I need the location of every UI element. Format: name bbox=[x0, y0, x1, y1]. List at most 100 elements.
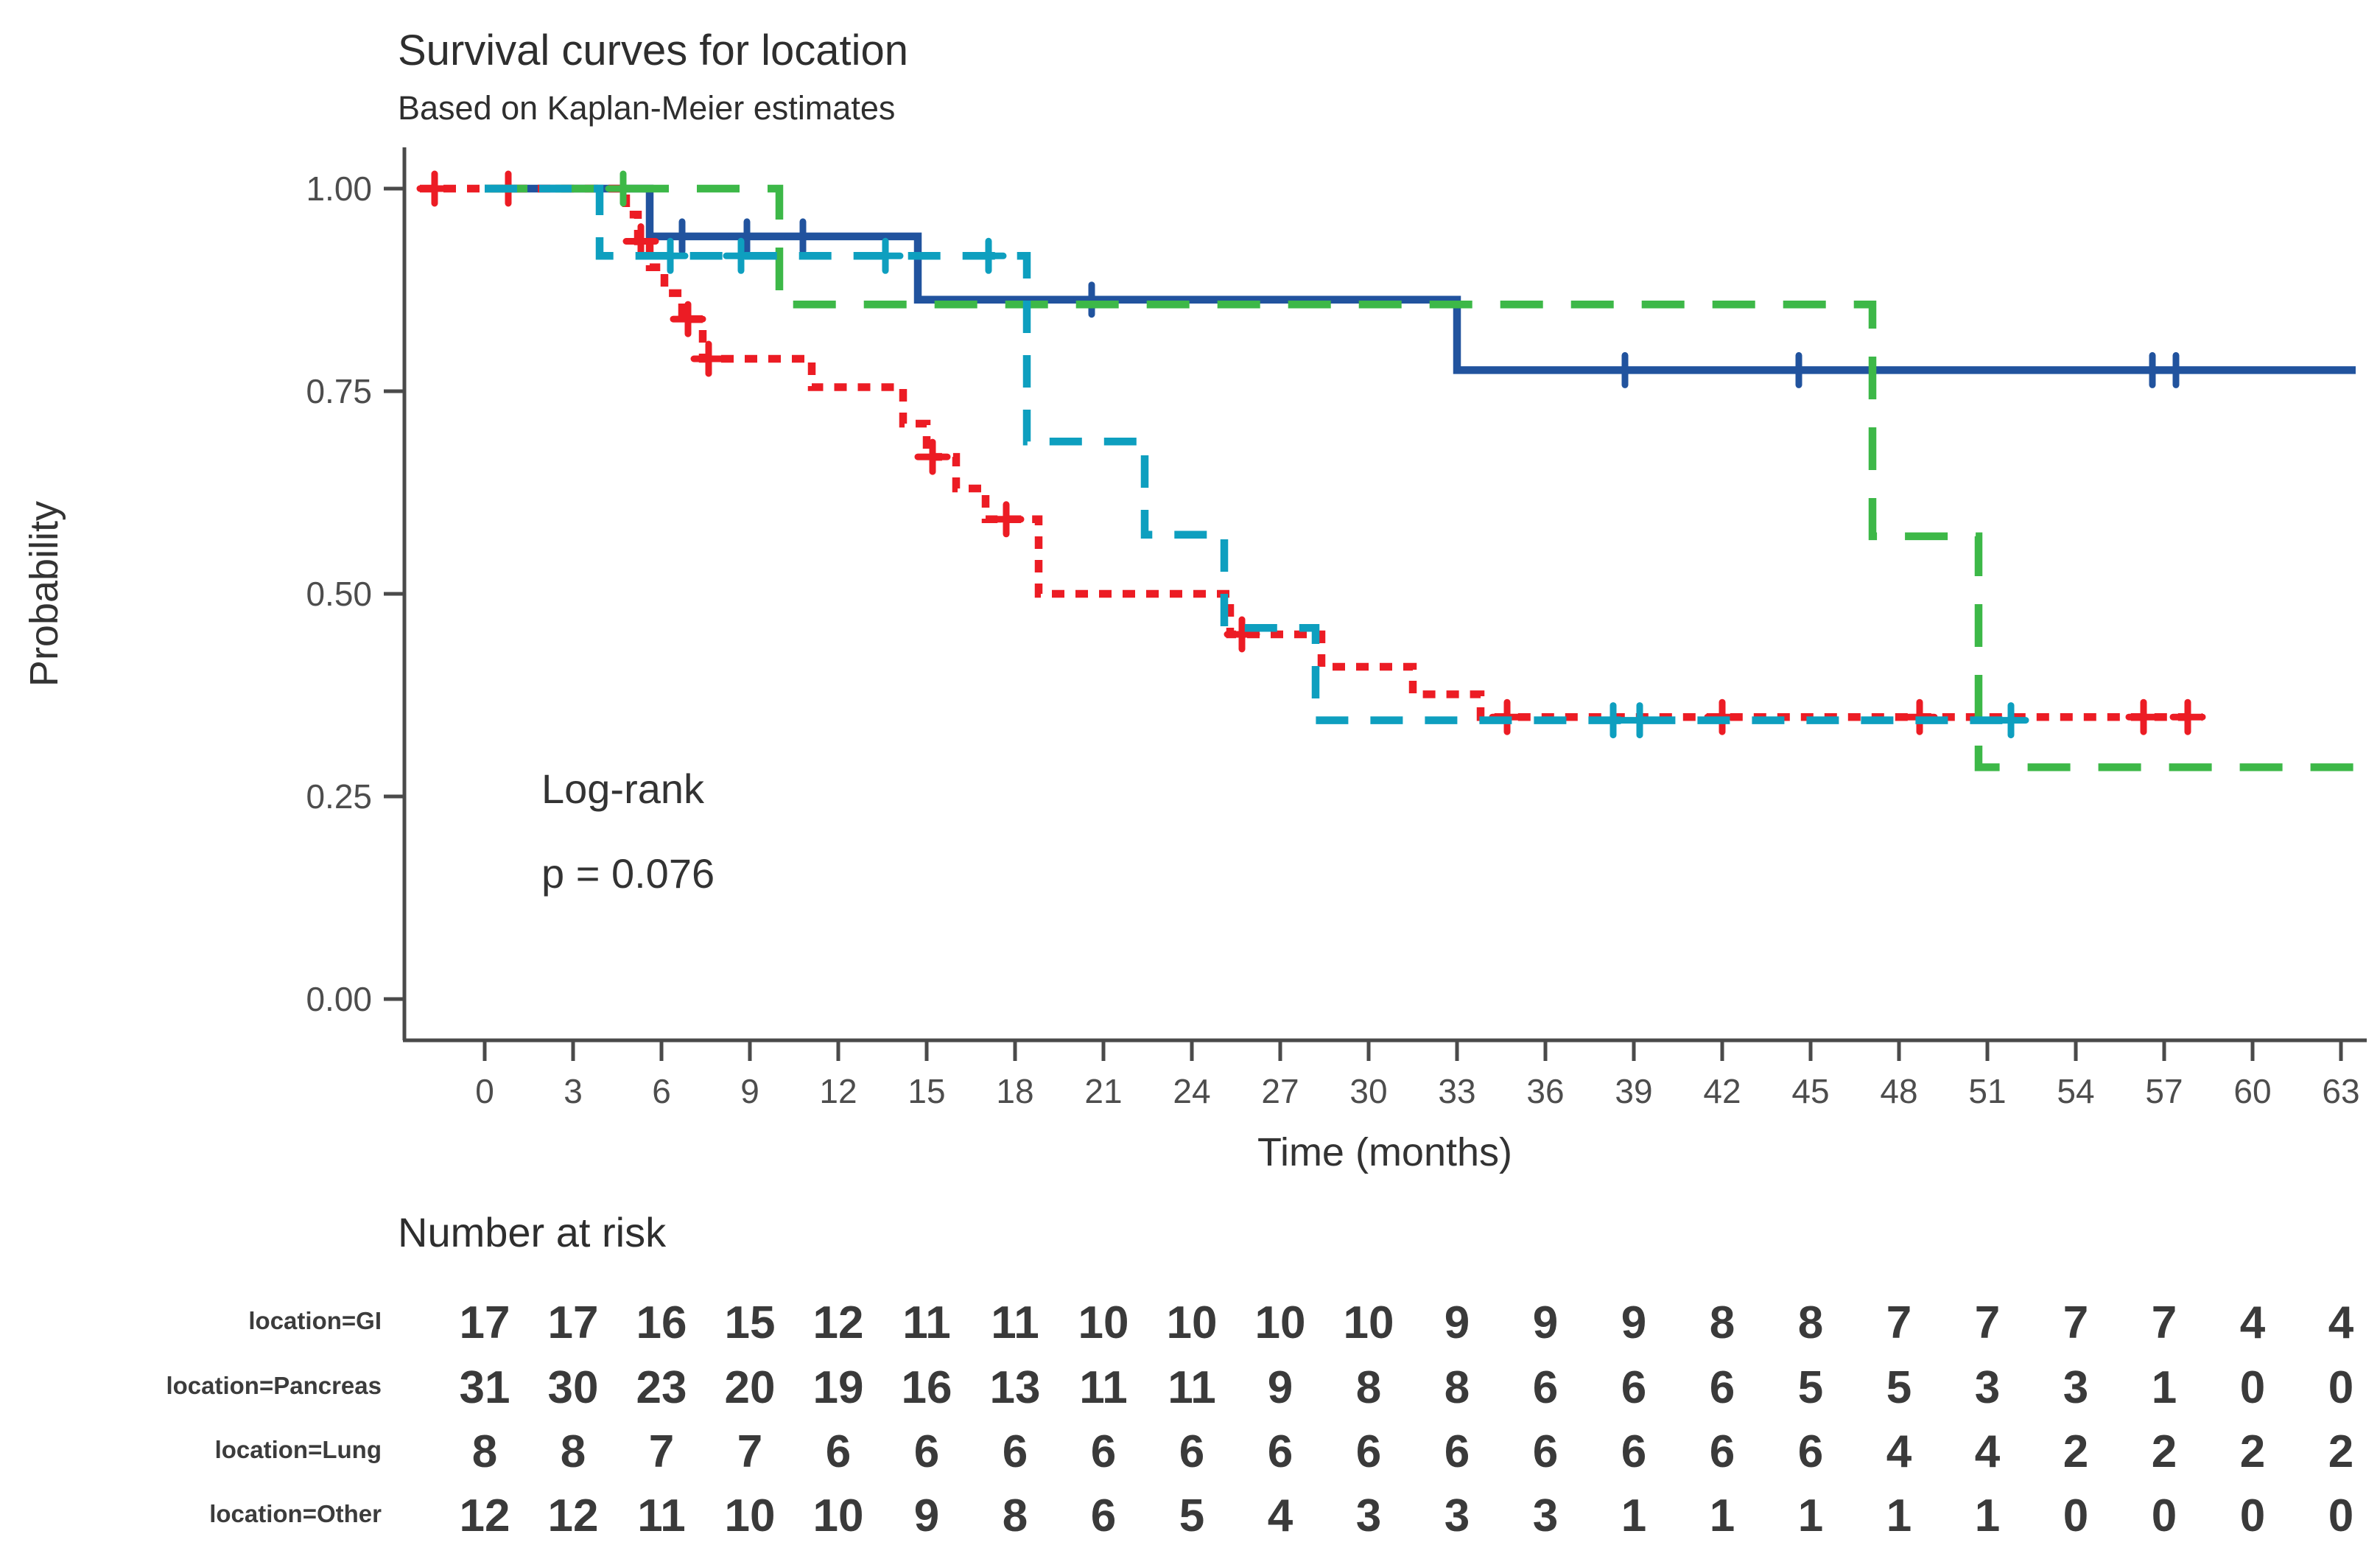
risk-value: 10 bbox=[1344, 1297, 1394, 1348]
risk-value: 2 bbox=[2152, 1426, 2177, 1477]
risk-value: 0 bbox=[2240, 1490, 2265, 1541]
survival-curve-gi bbox=[485, 184, 2356, 374]
y-tick-label: 1.00 bbox=[306, 169, 372, 208]
x-tick-label: 30 bbox=[1349, 1072, 1387, 1110]
x-tick-label: 36 bbox=[1526, 1072, 1564, 1110]
risk-value: 19 bbox=[813, 1362, 864, 1413]
survival-curve-lung bbox=[485, 184, 2356, 771]
risk-value: 17 bbox=[460, 1297, 510, 1348]
risk-value: 6 bbox=[1533, 1426, 1558, 1477]
risk-value: 0 bbox=[2152, 1490, 2177, 1541]
y-tick-label: 0.00 bbox=[306, 980, 372, 1018]
risk-value: 11 bbox=[991, 1297, 1039, 1348]
risk-value: 11 bbox=[1079, 1362, 1128, 1413]
x-tick-label: 54 bbox=[2057, 1072, 2094, 1110]
risk-value: 8 bbox=[472, 1426, 497, 1477]
risk-value: 0 bbox=[2328, 1490, 2353, 1541]
x-tick-label: 60 bbox=[2233, 1072, 2271, 1110]
risk-value: 11 bbox=[637, 1490, 686, 1541]
x-tick-label: 42 bbox=[1703, 1072, 1741, 1110]
x-tick-label: 63 bbox=[2322, 1072, 2359, 1110]
x-tick-label: 51 bbox=[1968, 1072, 2006, 1110]
risk-value: 12 bbox=[460, 1490, 510, 1541]
risk-value: 10 bbox=[813, 1490, 864, 1541]
risk-value: 11 bbox=[902, 1297, 951, 1348]
x-tick-label: 45 bbox=[1791, 1072, 1829, 1110]
y-axis-title: Probability bbox=[22, 501, 66, 687]
risk-table-row: location=Other 12 12 11 10 10 9 8 6 5 4 3 3 3 1 1 1 1 1 0 0 0… bbox=[209, 1490, 2353, 1541]
risk-row-label: location=GI bbox=[248, 1307, 382, 1334]
x-tick-label: 33 bbox=[1438, 1072, 1475, 1110]
risk-value: 16 bbox=[902, 1362, 952, 1413]
risk-value: 6 bbox=[1091, 1426, 1116, 1477]
y-tick-label: 0.25 bbox=[306, 777, 372, 816]
risk-value: 4 bbox=[1975, 1426, 2001, 1477]
risk-value: 3 bbox=[1533, 1490, 1558, 1541]
risk-value: 6 bbox=[1003, 1426, 1028, 1477]
x-tick-label: 3 bbox=[564, 1072, 583, 1110]
risk-value: 7 bbox=[2152, 1297, 2177, 1348]
risk-value: 3 bbox=[1975, 1362, 2000, 1413]
risk-value: 8 bbox=[1710, 1297, 1735, 1348]
risk-value: 9 bbox=[914, 1490, 939, 1541]
risk-value: 7 bbox=[737, 1426, 762, 1477]
risk-value: 6 bbox=[1533, 1362, 1558, 1413]
risk-value: 0 bbox=[2063, 1490, 2088, 1541]
censor-marks-other bbox=[652, 237, 2029, 739]
risk-value: 15 bbox=[725, 1297, 776, 1348]
risk-value: 20 bbox=[725, 1362, 776, 1413]
risk-value: 6 bbox=[1179, 1426, 1204, 1477]
risk-value: 2 bbox=[2328, 1426, 2353, 1477]
risk-value: 1 bbox=[1886, 1490, 1912, 1541]
risk-value: 8 bbox=[1445, 1362, 1470, 1413]
risk-value: 12 bbox=[548, 1490, 599, 1541]
risk-value: 6 bbox=[1356, 1426, 1381, 1477]
risk-row-label: location=Lung bbox=[215, 1436, 382, 1463]
x-tick-label: 9 bbox=[740, 1072, 759, 1110]
risk-table-header: Number at risk bbox=[398, 1209, 667, 1255]
x-tick-label: 57 bbox=[2145, 1072, 2183, 1110]
risk-table-row: location=Pancreas 31 30 23 20 19 16 13 11 11 9 8 8 6 6… bbox=[166, 1362, 2353, 1413]
risk-value: 8 bbox=[1356, 1362, 1381, 1413]
risk-value: 12 bbox=[813, 1297, 864, 1348]
risk-value: 11 bbox=[1168, 1362, 1216, 1413]
x-tick-label: 18 bbox=[996, 1072, 1033, 1110]
risk-value: 10 bbox=[725, 1490, 776, 1541]
risk-value: 0 bbox=[2328, 1362, 2353, 1413]
x-axis-title: Time (months) bbox=[1257, 1130, 1512, 1174]
risk-value: 1 bbox=[1975, 1490, 2000, 1541]
risk-value: 4 bbox=[2240, 1297, 2266, 1348]
x-tick-label: 0 bbox=[475, 1072, 494, 1110]
risk-value: 9 bbox=[1621, 1297, 1646, 1348]
risk-value: 6 bbox=[1621, 1362, 1646, 1413]
risk-value: 6 bbox=[1798, 1426, 1823, 1477]
risk-value: 8 bbox=[1798, 1297, 1823, 1348]
risk-value: 8 bbox=[561, 1426, 586, 1477]
x-tick-label: 15 bbox=[908, 1072, 945, 1110]
risk-value: 9 bbox=[1268, 1362, 1293, 1413]
risk-value: 4 bbox=[1886, 1426, 1912, 1477]
risk-value: 3 bbox=[1445, 1490, 1470, 1541]
risk-table-row: location=Lung 8 8 7 7 6 6 6 6 6 6 6 6 6 6 6 6 4 4 2 2 2 2 bbox=[215, 1426, 2354, 1477]
risk-value: 6 bbox=[914, 1426, 939, 1477]
x-tick-label: 24 bbox=[1173, 1072, 1210, 1110]
chart-title: Survival curves for location bbox=[398, 27, 908, 74]
x-tick-label: 39 bbox=[1615, 1072, 1652, 1110]
censor-marks-gi bbox=[664, 218, 2194, 388]
x-axis-ticks: 0 3 6 9 12 15 18 21 24 27 30 33 36 39 42 45 48 51 54 57 60 63 bbox=[475, 1040, 2360, 1110]
risk-value: 6 bbox=[1445, 1426, 1470, 1477]
risk-value: 7 bbox=[1886, 1297, 1912, 1348]
y-axis-ticks: 1.00 0.75 0.50 0.25 0.00 bbox=[306, 169, 404, 1018]
risk-value: 31 bbox=[460, 1362, 510, 1413]
risk-value: 1 bbox=[2152, 1362, 2177, 1413]
risk-value: 13 bbox=[990, 1362, 1041, 1413]
x-tick-label: 48 bbox=[1880, 1072, 1917, 1110]
risk-value: 3 bbox=[1356, 1490, 1381, 1541]
risk-value: 7 bbox=[2063, 1297, 2088, 1348]
risk-value: 6 bbox=[1268, 1426, 1293, 1477]
pvalue-label: p = 0.076 bbox=[541, 850, 715, 897]
risk-value: 1 bbox=[1621, 1490, 1646, 1541]
risk-value: 0 bbox=[2240, 1362, 2265, 1413]
risk-value: 30 bbox=[548, 1362, 599, 1413]
risk-value: 10 bbox=[1078, 1297, 1129, 1348]
